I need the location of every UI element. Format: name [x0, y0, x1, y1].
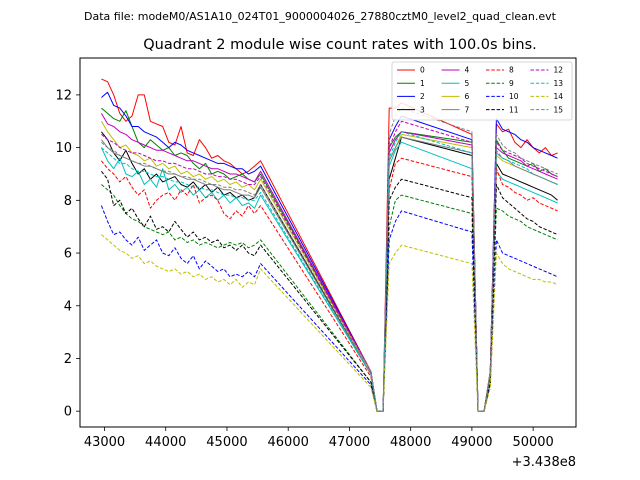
series-line-15 [101, 107, 558, 412]
legend-label-3: 3 [420, 105, 425, 114]
legend-label-9: 9 [509, 79, 514, 88]
x-tick-label: 48000 [390, 435, 431, 450]
legend-label-14: 14 [554, 92, 564, 101]
series-line-2 [101, 91, 558, 412]
series-line-12 [101, 120, 558, 412]
x-tick-label: 50000 [512, 435, 553, 450]
legend-label-1: 1 [420, 79, 425, 88]
series-line-0 [101, 78, 558, 412]
figure-suptitle: Data file: modeM0/AS1A10_024T01_90000040… [84, 10, 557, 23]
series-line-10 [100, 205, 558, 412]
x-tick-label: 47000 [329, 435, 370, 450]
x-tick-label: 45000 [206, 435, 247, 450]
plot-area: 43000 44000 45000 46000 47000 48000 49000 50000… [55, 57, 577, 450]
y-tick-label: 12 [55, 88, 72, 103]
series-line-5 [100, 141, 558, 412]
x-offset-label: +3.438e8 [512, 455, 576, 470]
series-line-1 [101, 107, 558, 412]
x-tick-label: 43000 [84, 435, 125, 450]
y-tick-label: 8 [64, 194, 72, 209]
x-tick-label: 49000 [451, 435, 492, 450]
legend-label-12: 12 [554, 66, 564, 75]
legend-label-15: 15 [554, 105, 564, 114]
legend-label-11: 11 [509, 105, 519, 114]
legend-label-6: 6 [465, 92, 470, 101]
x-tick-label: 44000 [145, 435, 186, 450]
legend-label-4: 4 [465, 66, 470, 75]
legend-label-2: 2 [420, 92, 425, 101]
axes-frame [79, 57, 577, 428]
series-line-8 [101, 157, 558, 412]
series-line-14 [101, 234, 558, 412]
series-line-13 [101, 131, 558, 412]
y-tick-label: 6 [64, 247, 72, 262]
x-tick-label: 46000 [268, 435, 309, 450]
legend-frame [391, 61, 573, 121]
y-axis: 0 2 4 6 8 10 12 [55, 88, 80, 420]
y-tick-label: 10 [55, 141, 72, 156]
legend-label-10: 10 [509, 92, 519, 101]
legend-label-13: 13 [554, 79, 564, 88]
legend-label-7: 7 [465, 105, 470, 114]
series-line-11 [101, 170, 558, 412]
series-line-4 [100, 113, 558, 412]
legend-label-8: 8 [509, 66, 514, 75]
y-tick-label: 4 [64, 299, 72, 314]
series-line-9 [101, 184, 558, 412]
x-axis: 43000 44000 45000 46000 47000 48000 49000 50000 [84, 427, 554, 450]
chart-title: Quadrant 2 module wise count rates with … [143, 37, 537, 53]
legend-label-5: 5 [465, 79, 470, 88]
y-tick-label: 2 [64, 352, 72, 367]
series-line-6 [100, 121, 558, 412]
series-line-3 [101, 131, 558, 412]
series-group [100, 78, 558, 412]
legend-label-0: 0 [420, 66, 425, 75]
y-tick-label: 0 [64, 405, 72, 420]
